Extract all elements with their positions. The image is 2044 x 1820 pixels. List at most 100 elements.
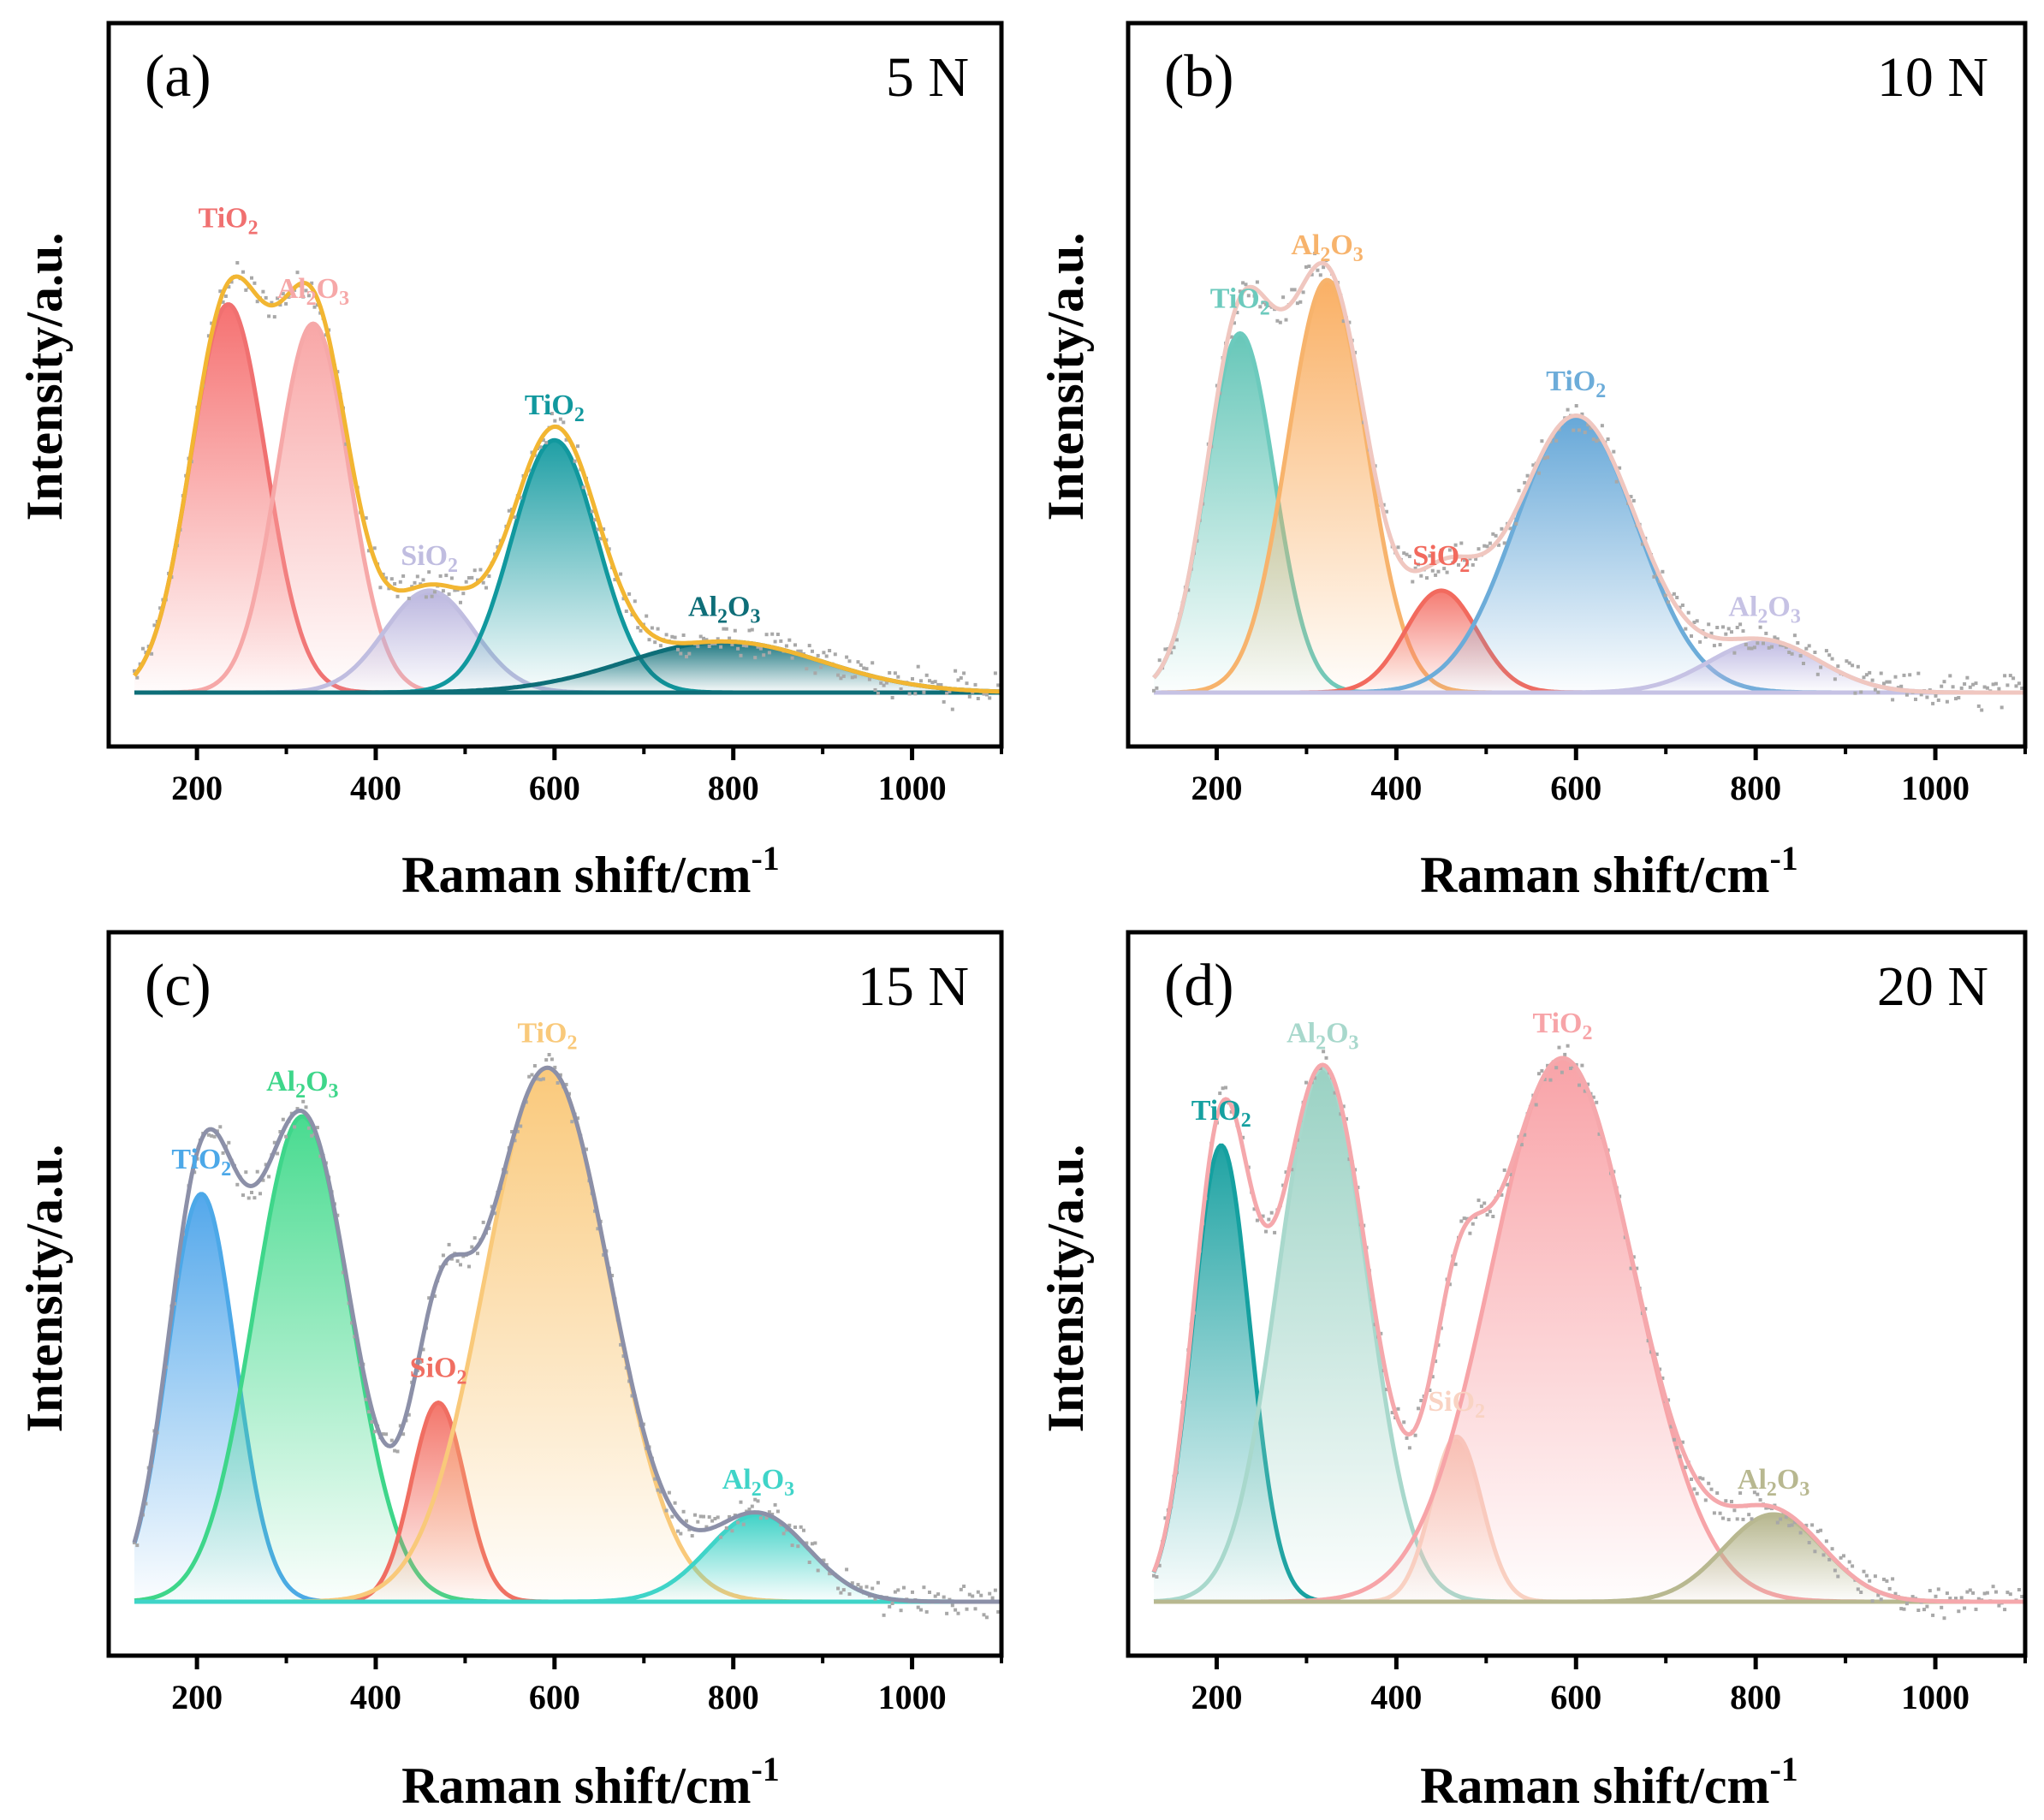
raw-point: [364, 1397, 368, 1401]
raw-point: [318, 1154, 323, 1158]
raw-point: [1833, 1568, 1837, 1573]
raw-point: [1172, 645, 1176, 650]
raw-point: [753, 1497, 758, 1502]
raw-point: [2008, 674, 2012, 678]
raw-point: [1494, 533, 1498, 538]
raw-point: [793, 1526, 797, 1529]
raw-point: [481, 1220, 485, 1224]
raw-point: [1724, 1499, 1728, 1503]
raw-point: [1548, 1078, 1553, 1082]
raw-point: [218, 289, 223, 294]
x-tick-label-c-200: 200: [171, 1678, 223, 1716]
raw-point: [2017, 1588, 2021, 1591]
raw-point: [1764, 631, 1768, 635]
raw-point: [1474, 1215, 1478, 1219]
raw-point: [364, 516, 368, 520]
raw-point: [1508, 526, 1512, 531]
raw-point: [1715, 626, 1720, 629]
raw-point: [1477, 1198, 1481, 1203]
raw-point: [1341, 319, 1346, 324]
raw-point: [1655, 1352, 1659, 1356]
raw-point: [1779, 1517, 1783, 1521]
raw-point: [152, 623, 157, 627]
raw-point: [538, 1078, 543, 1082]
raw-point: [687, 651, 692, 656]
raw-point: [781, 1532, 786, 1536]
raw-point: [1635, 1266, 1639, 1270]
envelope-fit-b: [1152, 260, 2025, 695]
raw-point: [624, 610, 628, 613]
raw-point: [913, 692, 918, 696]
raw-point: [1718, 643, 1722, 647]
raw-point: [1942, 1616, 1946, 1621]
peak-label-d-3: SiO2: [1428, 1386, 1485, 1423]
raw-point: [389, 1438, 394, 1442]
raw-point: [902, 1585, 906, 1590]
raw-point: [1474, 557, 1478, 561]
raw-point: [936, 1592, 941, 1597]
raw-point: [836, 673, 841, 677]
raw-point: [1413, 566, 1417, 570]
raw-point: [664, 633, 668, 637]
raw-point: [1934, 1594, 1938, 1598]
raw-point: [1945, 699, 1949, 704]
raw-point: [762, 653, 766, 657]
raw-point: [1465, 562, 1470, 567]
raw-point: [730, 642, 734, 646]
x-tick-label-d-800: 800: [1730, 1678, 1781, 1716]
x-axis-title-c: Raman shift/cm-1: [401, 1750, 780, 1814]
raw-point: [1968, 685, 1972, 689]
peak-label-d-1: TiO2: [1191, 1095, 1251, 1132]
raw-point: [1675, 596, 1679, 599]
raw-point: [1580, 1063, 1584, 1068]
raw-point: [264, 1163, 268, 1167]
raw-point: [284, 1134, 288, 1139]
raw-point: [899, 1609, 903, 1613]
raw-point: [306, 294, 311, 298]
raw-point: [1882, 681, 1886, 686]
raw-point: [716, 637, 720, 641]
x-tick-label-d-1000: 1000: [1901, 1678, 1970, 1716]
raw-point: [1430, 1375, 1435, 1379]
raw-point: [936, 682, 941, 687]
raw-point: [1684, 1466, 1688, 1470]
raw-point: [229, 280, 234, 284]
panel-c-ticks: 200 400 600 800 1000: [171, 1656, 1003, 1716]
raw-point: [1405, 552, 1409, 556]
raw-point: [673, 1501, 677, 1505]
x-axis-title-b: Raman shift/cm-1: [1420, 839, 1798, 903]
raw-point: [598, 537, 603, 541]
raw-point: [656, 1488, 660, 1492]
raw-point: [1457, 562, 1460, 567]
peak-fill-a-2: [163, 324, 464, 693]
raw-point: [1836, 664, 1840, 669]
raw-point: [301, 294, 306, 299]
raw-point: [696, 1520, 700, 1524]
raw-point: [1221, 1086, 1225, 1091]
raw-point: [241, 270, 245, 274]
raw-point: [787, 1523, 792, 1527]
panel-d-ticks: 200 400 600 800 1000: [1191, 1656, 2027, 1716]
raw-point: [976, 697, 980, 700]
raw-point: [544, 1058, 549, 1062]
raw-point: [1959, 686, 1964, 690]
raw-point: [1669, 1424, 1673, 1429]
raw-point: [1940, 684, 1944, 688]
raw-point: [310, 281, 314, 285]
raw-point: [956, 1611, 960, 1615]
raw-point: [1904, 1602, 1909, 1606]
x-tick-label-d-200: 200: [1191, 1678, 1242, 1716]
raw-point: [1600, 424, 1604, 428]
raw-point: [241, 1193, 245, 1198]
raw-point: [1758, 1498, 1762, 1502]
raw-point: [550, 1057, 554, 1062]
raw-point: [1572, 428, 1576, 432]
raw-point: [839, 676, 843, 681]
raw-point: [1732, 1508, 1737, 1513]
raw-point: [467, 576, 471, 580]
raw-point: [965, 681, 969, 686]
raw-point: [295, 271, 300, 275]
raw-point: [1658, 579, 1662, 583]
raw-point: [1434, 1359, 1438, 1364]
raw-point: [884, 681, 888, 685]
